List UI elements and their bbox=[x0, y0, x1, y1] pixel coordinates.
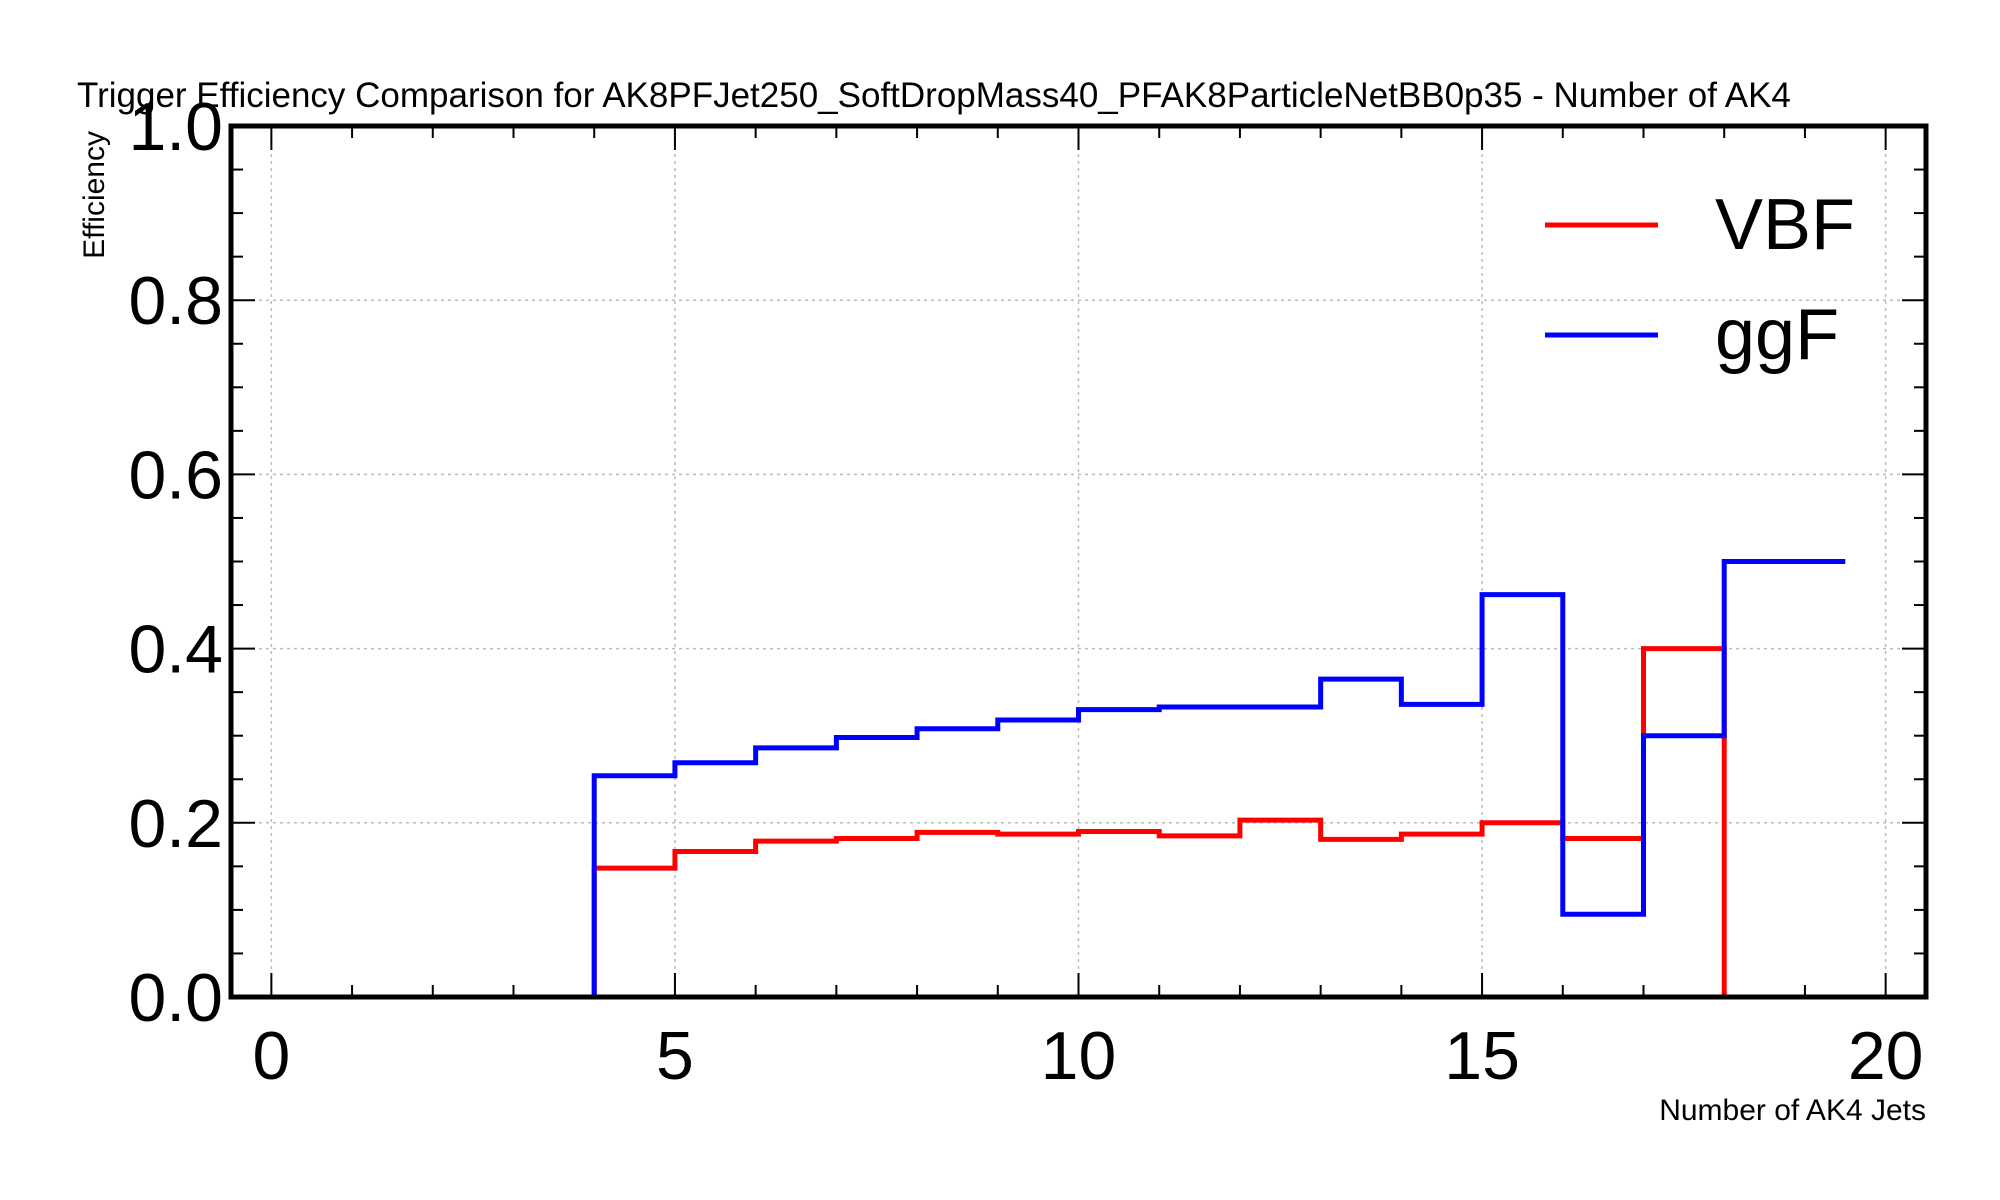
chart-title: Trigger Efficiency Comparison for AK8PFJ… bbox=[77, 76, 1791, 115]
y-tick-label-0.6: 0.6 bbox=[128, 437, 223, 513]
x-tick-label-5: 5 bbox=[656, 1018, 694, 1094]
x-tick-labels: 0 5 10 15 20 bbox=[252, 1018, 1923, 1094]
y-tick-label-0.4: 0.4 bbox=[128, 612, 223, 688]
x-tick-label-10: 10 bbox=[1041, 1018, 1117, 1094]
legend-label-vbf: VBF bbox=[1715, 185, 1855, 265]
x-tick-label-20: 20 bbox=[1848, 1018, 1924, 1094]
y-tick-label-0.8: 0.8 bbox=[128, 263, 223, 339]
y-tick-labels: 0.0 0.2 0.4 0.6 0.8 1.0 bbox=[128, 89, 223, 1036]
legend-label-ggf: ggF bbox=[1715, 295, 1839, 375]
x-tick-label-0: 0 bbox=[252, 1018, 290, 1094]
plot-frame bbox=[228, 123, 1929, 1000]
x-tick-label-15: 15 bbox=[1444, 1018, 1520, 1094]
series-layer bbox=[231, 559, 1846, 1000]
series-line-ggf bbox=[231, 559, 1846, 1000]
grid-lines bbox=[231, 125, 1926, 998]
y-axis-label: Efficiency bbox=[78, 131, 111, 259]
y-tick-label-1.0: 1.0 bbox=[128, 89, 223, 165]
x-axis-label: Number of AK4 Jets bbox=[1659, 1094, 1926, 1127]
y-tick-label-0.2: 0.2 bbox=[128, 786, 223, 862]
y-tick-label-0.0: 0.0 bbox=[128, 960, 223, 1036]
legend: VBF ggF bbox=[1545, 185, 1855, 375]
